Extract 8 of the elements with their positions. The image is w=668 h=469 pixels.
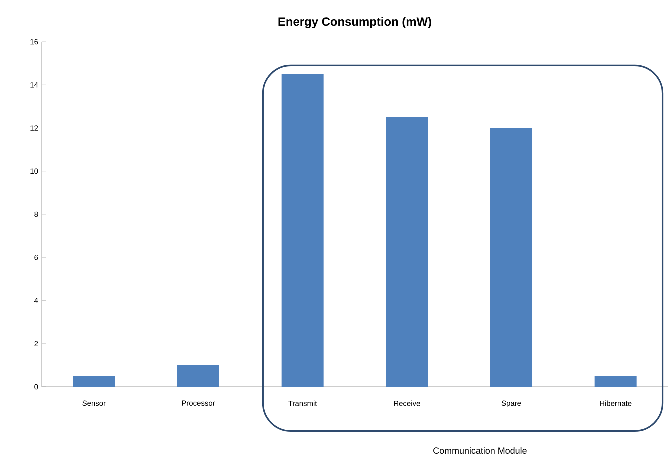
- bar: [178, 365, 220, 387]
- bar: [386, 117, 428, 387]
- text: Communication Module: [434, 447, 527, 454]
- bar: [282, 74, 324, 387]
- chart-title: Energy Consumption (mW): [278, 17, 432, 28]
- bar: [73, 376, 116, 387]
- bar: [490, 128, 533, 387]
- bar: [594, 376, 637, 387]
